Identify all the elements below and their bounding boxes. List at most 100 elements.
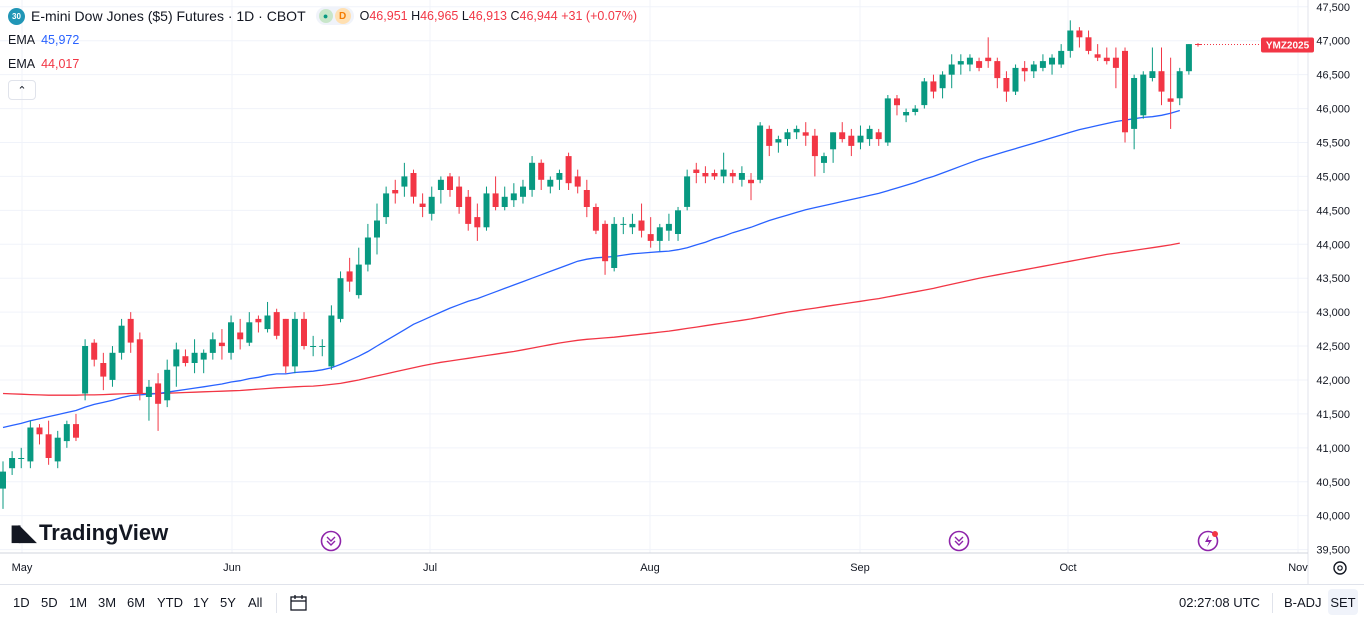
market-open-icon: ● [318, 9, 333, 23]
price-tick-label: 42,000 [1316, 375, 1350, 387]
price-tick-label: 46,500 [1316, 70, 1350, 82]
calendar-range-icon[interactable] [289, 593, 309, 613]
dividend-event-icon[interactable] [320, 530, 342, 552]
notification-dot [1212, 531, 1218, 537]
candle-body [665, 223, 672, 231]
range-ytd[interactable]: YTD [157, 595, 183, 610]
candle-body [620, 223, 627, 225]
candle-body [720, 169, 727, 177]
time-tick-label: Aug [640, 562, 660, 574]
price-tick-label: 47,500 [1316, 2, 1350, 14]
candle-body [136, 339, 143, 394]
candle-body [839, 132, 846, 140]
symbol-icon[interactable]: 30 [8, 7, 25, 25]
symbol-title[interactable]: E-mini Dow Jones ($5) Futures · 1D · CBO… [31, 8, 306, 24]
candle-body [200, 352, 207, 360]
candle-body [364, 237, 371, 265]
candle-body [328, 315, 335, 367]
ema-fast-legend[interactable]: EMA 45,972 [8, 33, 80, 47]
candle-body [319, 346, 326, 347]
ema-slow-line [2, 242, 1180, 396]
candle-body [410, 173, 417, 197]
last-price-tag: YMZ2025 [1198, 37, 1314, 53]
range-1d[interactable]: 1D [13, 595, 30, 610]
candle-body [529, 162, 536, 190]
candle-body [465, 196, 472, 224]
market-status[interactable]: ● D [315, 7, 354, 25]
time-tick-label: Oct [1059, 562, 1076, 574]
tradingview-logo[interactable]: ▮◣ TradingView [10, 520, 169, 545]
candle-body [574, 176, 581, 187]
candle-body [1140, 74, 1147, 116]
price-tick-label: 43,000 [1316, 307, 1350, 319]
dividend-event-icon[interactable] [948, 530, 970, 552]
range-5d[interactable]: 5D [41, 595, 58, 610]
candle-body [447, 176, 453, 190]
price-tick-label: 40,000 [1316, 511, 1350, 523]
price-tick-label: 43,500 [1316, 273, 1350, 285]
candle-body [282, 318, 289, 367]
candle-body [793, 128, 800, 133]
price-axis[interactable]: 47,500 47,000 46,500 46,000 45,500 45,000 44,5… [1316, 2, 1350, 557]
range-6m[interactable]: 6M [127, 595, 146, 610]
candle-body [1094, 54, 1101, 58]
candle-body [428, 196, 435, 214]
candle-body [483, 193, 490, 228]
range-1m[interactable]: 1M [69, 595, 88, 610]
time-tick-label: May [12, 562, 33, 574]
candle-body [702, 173, 709, 177]
candle-body [510, 193, 517, 201]
candle-body [565, 156, 572, 184]
candle-body [1039, 61, 1046, 68]
earnings-event-icon[interactable] [1197, 530, 1219, 552]
candle-body [1067, 30, 1074, 51]
range-3m[interactable]: 3M [98, 595, 117, 610]
candle-body [866, 128, 873, 140]
utc-clock[interactable]: 02:27:08 UTC [1179, 595, 1260, 610]
session-toggle[interactable]: SET [1328, 589, 1358, 615]
candle-body [155, 383, 162, 404]
ema-slow-legend[interactable]: EMA 44,017 [8, 57, 80, 71]
candle-body [310, 346, 317, 347]
time-tick-label: Jun [223, 562, 241, 574]
ema-fast-path [2, 109, 1180, 429]
candle-body [1030, 64, 1037, 72]
candle-body [520, 186, 526, 197]
price-tick-label: 45,500 [1316, 137, 1350, 149]
candle-body [1185, 44, 1192, 72]
candle-body [0, 471, 6, 489]
bottom-toolbar: 1D 5D 1M 3M 6M YTD 1Y 5Y All 02:27:08 UT… [0, 584, 1364, 622]
candle-body [1176, 71, 1183, 99]
candle-body [173, 349, 180, 367]
candle-body [611, 223, 618, 268]
candle-body [273, 312, 280, 336]
candle-body [538, 162, 545, 180]
settings-icon[interactable] [1333, 561, 1347, 575]
adjustment-toggle[interactable]: B-ADJ [1284, 595, 1322, 610]
candle-body [811, 135, 818, 157]
candle-body [109, 352, 116, 380]
delayed-badge: D [334, 8, 351, 24]
candle-body [784, 132, 791, 140]
time-tick-label: Nov [1288, 562, 1308, 574]
collapse-legend-button[interactable]: ⌃ [8, 80, 36, 100]
candle-body [474, 217, 481, 228]
candle-body [374, 220, 380, 238]
candle-body [228, 322, 234, 353]
toolbar-divider [1272, 593, 1273, 613]
ema-fast-line [2, 109, 1180, 429]
range-5y[interactable]: 5Y [220, 595, 236, 610]
candle-body [27, 427, 34, 462]
candle-body [711, 173, 718, 177]
candle-body [1103, 57, 1110, 62]
candle-body [355, 264, 362, 296]
event-markers[interactable] [320, 530, 1219, 552]
price-chart[interactable]: 47,500 47,000 46,500 46,000 45,500 45,000 44,5… [0, 0, 1364, 584]
candle-body [145, 386, 152, 397]
time-axis[interactable]: May Jun Jul Aug Sep Oct Nov [12, 562, 1309, 574]
range-all[interactable]: All [248, 595, 263, 610]
candle-body [748, 179, 754, 184]
candle-body [930, 81, 937, 92]
range-1y[interactable]: 1Y [193, 595, 209, 610]
candle-body [976, 61, 983, 68]
